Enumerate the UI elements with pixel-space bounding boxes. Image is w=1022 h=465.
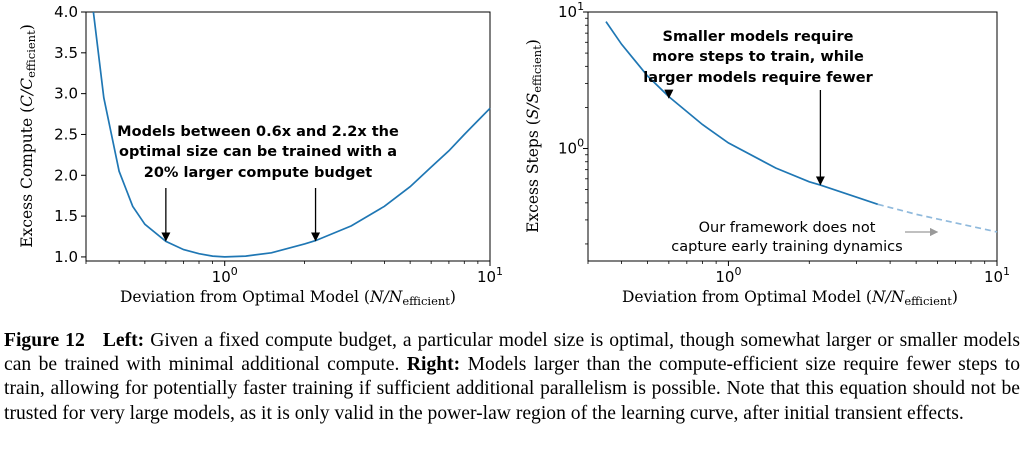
left-y-tick-label: 2.0 (54, 166, 78, 184)
right-y-tick-label: 100 (558, 137, 584, 158)
right-curve-dashed (877, 203, 998, 233)
left-xlabel-var: N/N (369, 288, 404, 306)
left-ylabel-prefix: Excess Compute ( (18, 107, 36, 248)
caption-left-text: Given a fixed compute budget, a particul… (4, 330, 1020, 376)
left-y-tick-label: 1.0 (54, 248, 78, 266)
right-x-ticks: 100 101 (587, 261, 1010, 286)
caption-figure-label: Figure 12 (4, 330, 85, 351)
right-x-axis-label: Deviation from Optimal Model (N/Nefficie… (622, 288, 958, 308)
right-annotation-line-2: more steps to train, while (652, 49, 864, 65)
right-x-tick-label: 100 (715, 265, 741, 286)
left-annotation-line-3: 20% larger compute budget (144, 165, 373, 181)
right-ylabel-sub: efficient (530, 45, 544, 93)
right-note-line-1: Our framework does not (699, 220, 876, 236)
left-curve (92, 11, 491, 258)
left-x-tick-label: 101 (477, 265, 503, 286)
left-annotation-line-2: optimal size can be trained with a (119, 144, 397, 160)
right-annotation-line-1: Smaller models require (663, 29, 854, 45)
left-ylabel-var: C/C (18, 78, 36, 107)
left-y-axis-label: Excess Compute (C/Cefficient) (18, 24, 38, 248)
right-annotation: Smaller models require more steps to tra… (643, 29, 939, 255)
right-curve-solid (605, 21, 879, 206)
right-ylabel-var: S/S (524, 93, 542, 119)
left-x-ticks: 100 101 (85, 261, 503, 286)
right-ylabel-prefix: Excess Steps ( (524, 119, 542, 233)
right-chart: 100 101 100 101 Smaller models require mor… (524, 0, 1010, 308)
right-plot-frame (587, 11, 998, 262)
right-y-axis-label: Excess Steps (S/Sefficient) (524, 39, 544, 233)
left-y-tick-label: 3.5 (54, 44, 78, 62)
left-annotation-line-1: Models between 0.6x and 2.2x the (117, 124, 399, 140)
left-xlabel-prefix: Deviation from Optimal Model ( (120, 288, 370, 306)
left-chart: 1.0 1.5 2.0 2.5 3.0 3.5 4.0 100 101 Models betw… (18, 3, 503, 308)
right-x-tick-label: 101 (984, 265, 1010, 286)
right-xlabel-var: N/N (871, 288, 906, 306)
left-y-tick-label: 3.0 (54, 85, 78, 103)
right-y-ticks: 100 101 (558, 0, 588, 245)
left-ylabel-sub: efficient (24, 30, 38, 78)
right-xlabel-prefix: Deviation from Optimal Model ( (622, 288, 872, 306)
left-ylabel-suffix: ) (18, 24, 36, 30)
left-x-axis-label: Deviation from Optimal Model (N/Nefficie… (120, 288, 456, 308)
right-ylabel-suffix: ) (524, 39, 542, 45)
left-y-tick-label: 4.0 (54, 3, 78, 21)
right-xlabel-suffix: ) (952, 288, 958, 306)
left-y-ticks: 1.0 1.5 2.0 2.5 3.0 3.5 4.0 (54, 3, 86, 266)
figure-canvas: 1.0 1.5 2.0 2.5 3.0 3.5 4.0 100 101 Models betw… (18, 0, 1010, 308)
right-y-tick-label: 101 (558, 0, 584, 21)
right-xlabel-sub: efficient (904, 294, 952, 308)
right-note-line-2: capture early training dynamics (671, 239, 902, 255)
caption-right-text: Models larger than the compute-efficient… (4, 354, 1020, 424)
left-xlabel-suffix: ) (450, 288, 456, 306)
caption-left-label: Left: (102, 330, 145, 351)
caption-right-label: Right: (406, 354, 461, 376)
left-xlabel-sub: efficient (402, 294, 450, 308)
left-y-tick-label: 1.5 (54, 207, 78, 225)
figure-caption: Figure 12 Left: Given a fixed compute bu… (4, 329, 1020, 426)
left-plot-frame (85, 11, 491, 262)
left-x-tick-label: 100 (212, 265, 238, 286)
left-annotation: Models between 0.6x and 2.2x the optimal… (117, 124, 399, 242)
right-annotation-line-3: larger models require fewer (643, 70, 873, 86)
left-y-tick-label: 2.5 (54, 125, 78, 143)
